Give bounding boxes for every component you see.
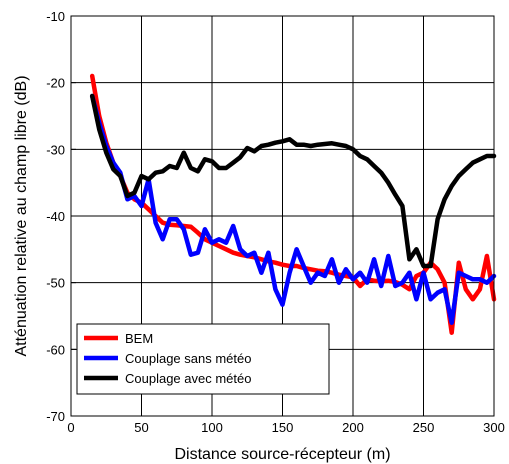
series-line-2 bbox=[89, 93, 497, 269]
y-tick-label: -50 bbox=[46, 276, 65, 291]
tick-marks bbox=[70, 15, 495, 417]
x-tick-label: 200 bbox=[342, 420, 364, 435]
x-tick-label: 100 bbox=[201, 420, 223, 435]
y-tick-label: -40 bbox=[46, 209, 65, 224]
series-line-1 bbox=[89, 93, 497, 325]
legend-label-2: Couplage avec météo bbox=[125, 371, 251, 386]
x-tick-label: 50 bbox=[134, 420, 148, 435]
legend-label-1: Couplage sans météo bbox=[125, 351, 251, 366]
legend-label-0: BEM bbox=[125, 331, 153, 346]
y-tick-label: -60 bbox=[46, 342, 65, 357]
x-axis-label: Distance source-récepteur (m) bbox=[174, 446, 390, 463]
tick-labels: 0 50 100 150 200 250 300 -70 -60 -50 -40 -30 -20 -10 bbox=[46, 9, 505, 435]
y-tick-label: -10 bbox=[46, 9, 65, 24]
legend-box bbox=[76, 323, 330, 395]
x-tick-label: 0 bbox=[67, 420, 74, 435]
y-tick-label: -20 bbox=[46, 76, 65, 91]
y-tick-label: -30 bbox=[46, 142, 65, 157]
y-tick-label: -70 bbox=[46, 409, 65, 424]
x-tick-label: 300 bbox=[483, 420, 505, 435]
x-tick-label: 250 bbox=[413, 420, 435, 435]
legend: BEM Couplage sans météo Couplage avec mété… bbox=[76, 323, 330, 395]
x-tick-label: 150 bbox=[272, 420, 294, 435]
y-axis-label: Atténuation relative au champ libre (dB) bbox=[13, 75, 30, 356]
series-layer bbox=[89, 73, 497, 335]
